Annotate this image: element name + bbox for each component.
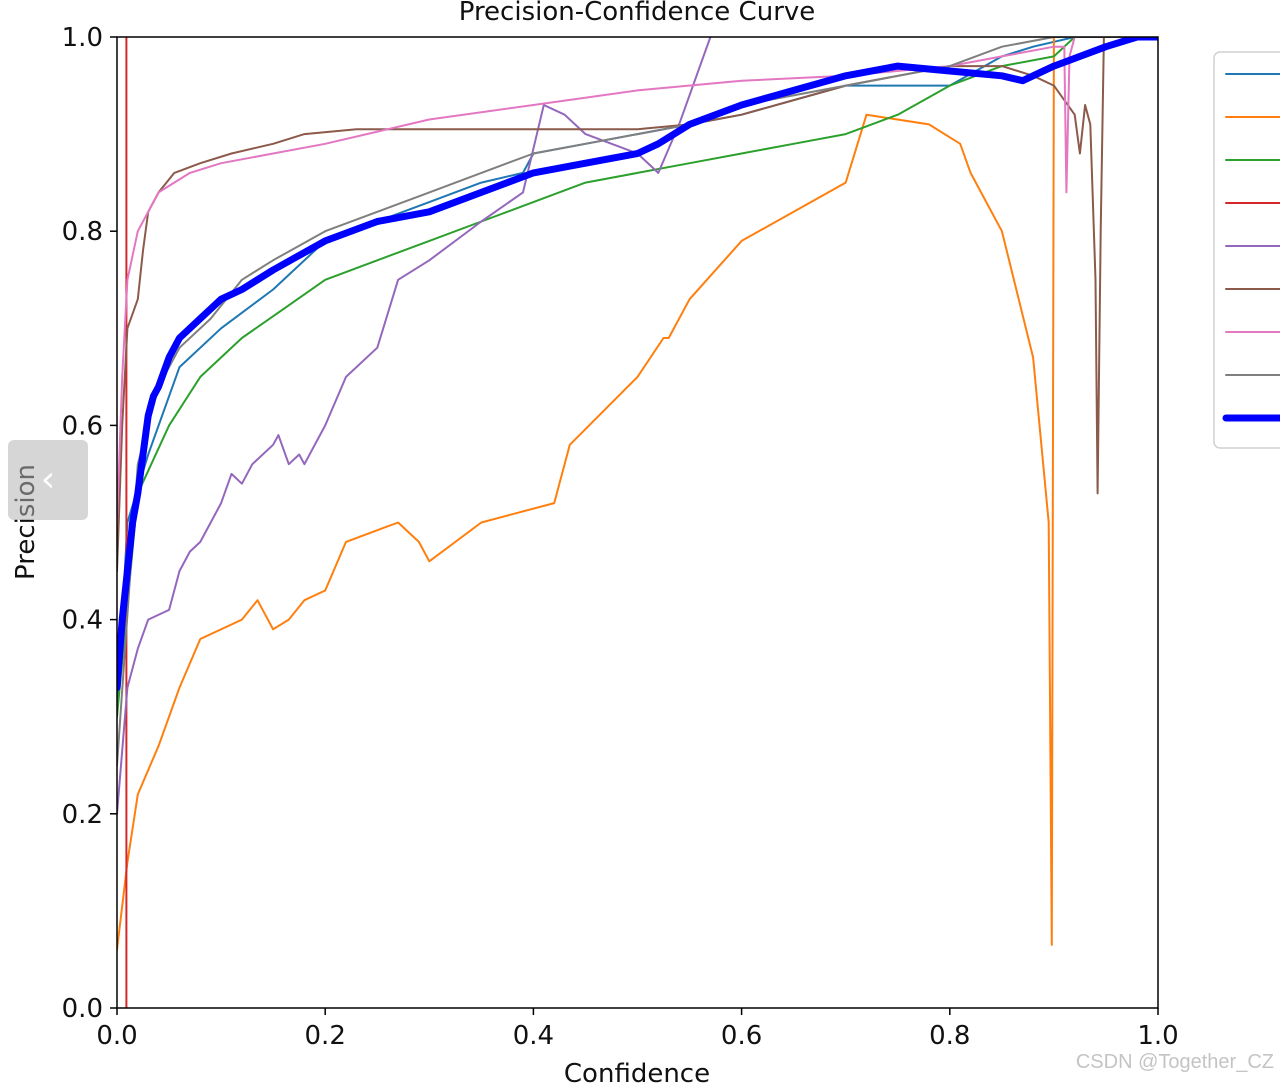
x-tick-label: 0.8 bbox=[929, 1021, 970, 1051]
x-tick-label: 0.0 bbox=[96, 1021, 137, 1051]
chevron-left-icon: ‹ bbox=[40, 459, 56, 500]
plot-frame bbox=[116, 36, 1159, 1009]
y-tick-label: 0.6 bbox=[62, 411, 103, 441]
watermark: CSDN @Together_CZ bbox=[1075, 1051, 1274, 1073]
series-line-3 bbox=[117, 37, 1158, 718]
y-tick-label: 0.0 bbox=[62, 994, 103, 1024]
x-tick-label: 0.6 bbox=[721, 1021, 762, 1051]
series-line-9 bbox=[117, 37, 1158, 692]
series-line-5 bbox=[117, 37, 712, 815]
collapse-chevron-button[interactable]: ‹ bbox=[8, 440, 88, 520]
chart-title: Precision-Confidence Curve bbox=[459, 0, 816, 27]
series-line-6 bbox=[117, 37, 1158, 572]
x-tick-label: 0.2 bbox=[305, 1021, 346, 1051]
y-tick-label: 1.0 bbox=[62, 23, 103, 53]
series-line-2 bbox=[117, 37, 1158, 951]
x-tick-label: 0.4 bbox=[513, 1021, 554, 1051]
y-tick-label: 0.8 bbox=[62, 217, 103, 247]
legend bbox=[1213, 51, 1280, 449]
series-line-8 bbox=[117, 37, 1158, 767]
y-tick-label: 0.4 bbox=[62, 606, 103, 636]
y-tick-label: 0.2 bbox=[62, 800, 103, 830]
series-line-7 bbox=[117, 37, 1158, 524]
legend-box bbox=[1213, 51, 1280, 449]
x-tick-label: 1.0 bbox=[1137, 1021, 1178, 1051]
x-axis-title: Confidence bbox=[564, 1059, 710, 1084]
